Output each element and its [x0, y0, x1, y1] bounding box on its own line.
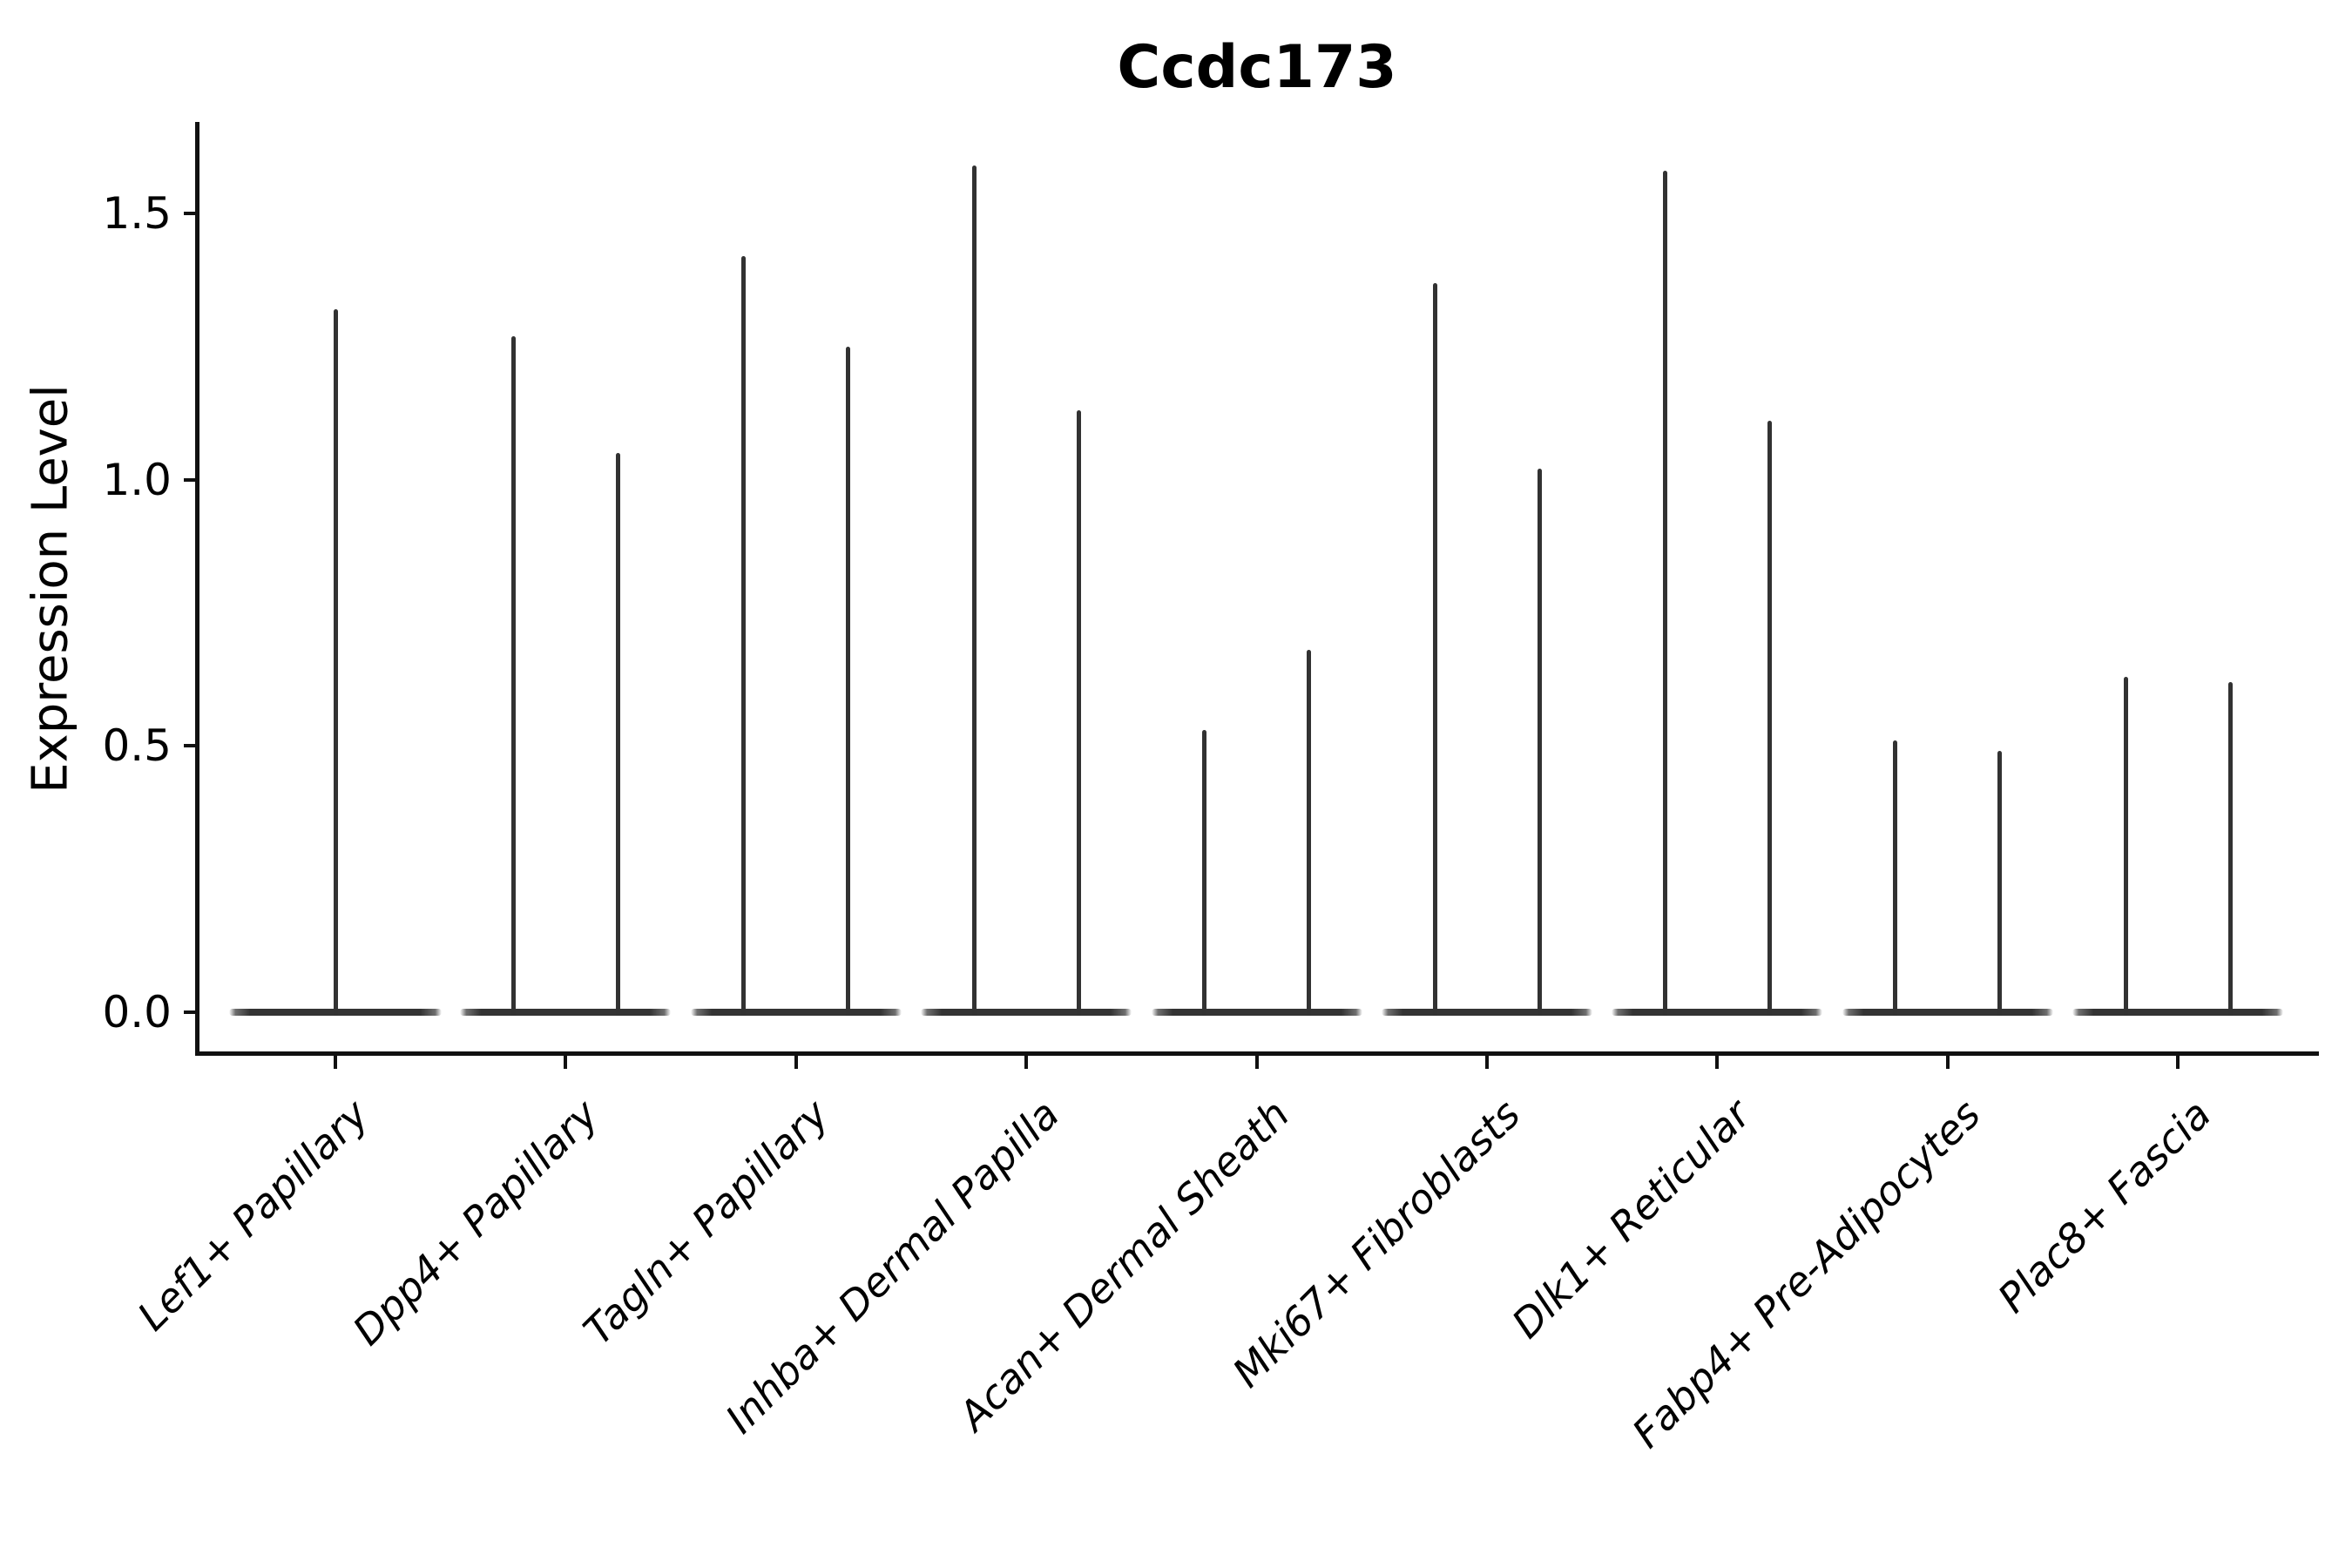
violin-spike: [846, 346, 851, 1016]
violin-spike: [1537, 469, 1542, 1016]
violin-spike: [1432, 282, 1437, 1016]
violin-spike: [1767, 421, 1772, 1016]
y-axis-spine: [195, 122, 199, 1056]
violin-spike: [510, 335, 516, 1016]
x-axis-label: Tagln+ Papillary: [574, 1090, 838, 1355]
violin-base: [460, 1009, 672, 1016]
x-axis-spine: [195, 1051, 2319, 1056]
x-tick: [1485, 1056, 1489, 1069]
y-tick: [184, 1010, 196, 1014]
violin-spike: [741, 255, 747, 1016]
violin-spike: [1076, 410, 1081, 1016]
y-tick-label: 1.5: [102, 188, 172, 240]
violin-spike: [1202, 730, 1207, 1016]
x-axis-label: Lef1+ Papillary: [128, 1090, 378, 1340]
x-tick: [794, 1056, 798, 1069]
violin-base: [1151, 1009, 1362, 1016]
x-tick: [1945, 1056, 1950, 1069]
violin-spike: [971, 166, 977, 1016]
x-tick: [1024, 1056, 1029, 1069]
x-tick: [1254, 1056, 1259, 1069]
y-tick-label: 1.0: [102, 454, 172, 505]
x-tick: [334, 1056, 337, 1069]
y-tick-label: 0.5: [102, 720, 172, 772]
violin-spike: [2227, 681, 2233, 1016]
y-tick: [184, 477, 196, 482]
violin-base: [921, 1009, 1132, 1016]
x-tick: [1715, 1056, 1720, 1069]
violin-spike: [333, 309, 338, 1016]
y-tick: [184, 212, 196, 216]
violin-spike: [615, 453, 620, 1016]
plot-title: Ccdc173: [1117, 33, 1397, 102]
x-tick: [564, 1056, 568, 1069]
y-tick-label: 0.0: [102, 987, 172, 1037]
x-axis-label: Plac8+ Fascia: [1988, 1090, 2220, 1322]
y-tick: [184, 744, 196, 748]
x-axis-label: Dlk1+ Reticular: [1502, 1090, 1760, 1348]
x-axis-label: Dpp4+ Papillary: [343, 1090, 608, 1355]
violin-base: [2072, 1009, 2284, 1016]
violin-spike: [1307, 650, 1312, 1016]
violin-spike: [1662, 171, 1667, 1016]
x-tick: [2176, 1056, 2180, 1069]
violin-spike: [1893, 740, 1898, 1016]
violin-spike: [2123, 676, 2128, 1016]
violin-base: [1612, 1009, 1823, 1016]
violin-base: [690, 1009, 902, 1016]
violin-base: [1842, 1009, 2053, 1016]
violin-base: [1382, 1009, 1592, 1016]
violin-spike: [1997, 751, 2003, 1016]
